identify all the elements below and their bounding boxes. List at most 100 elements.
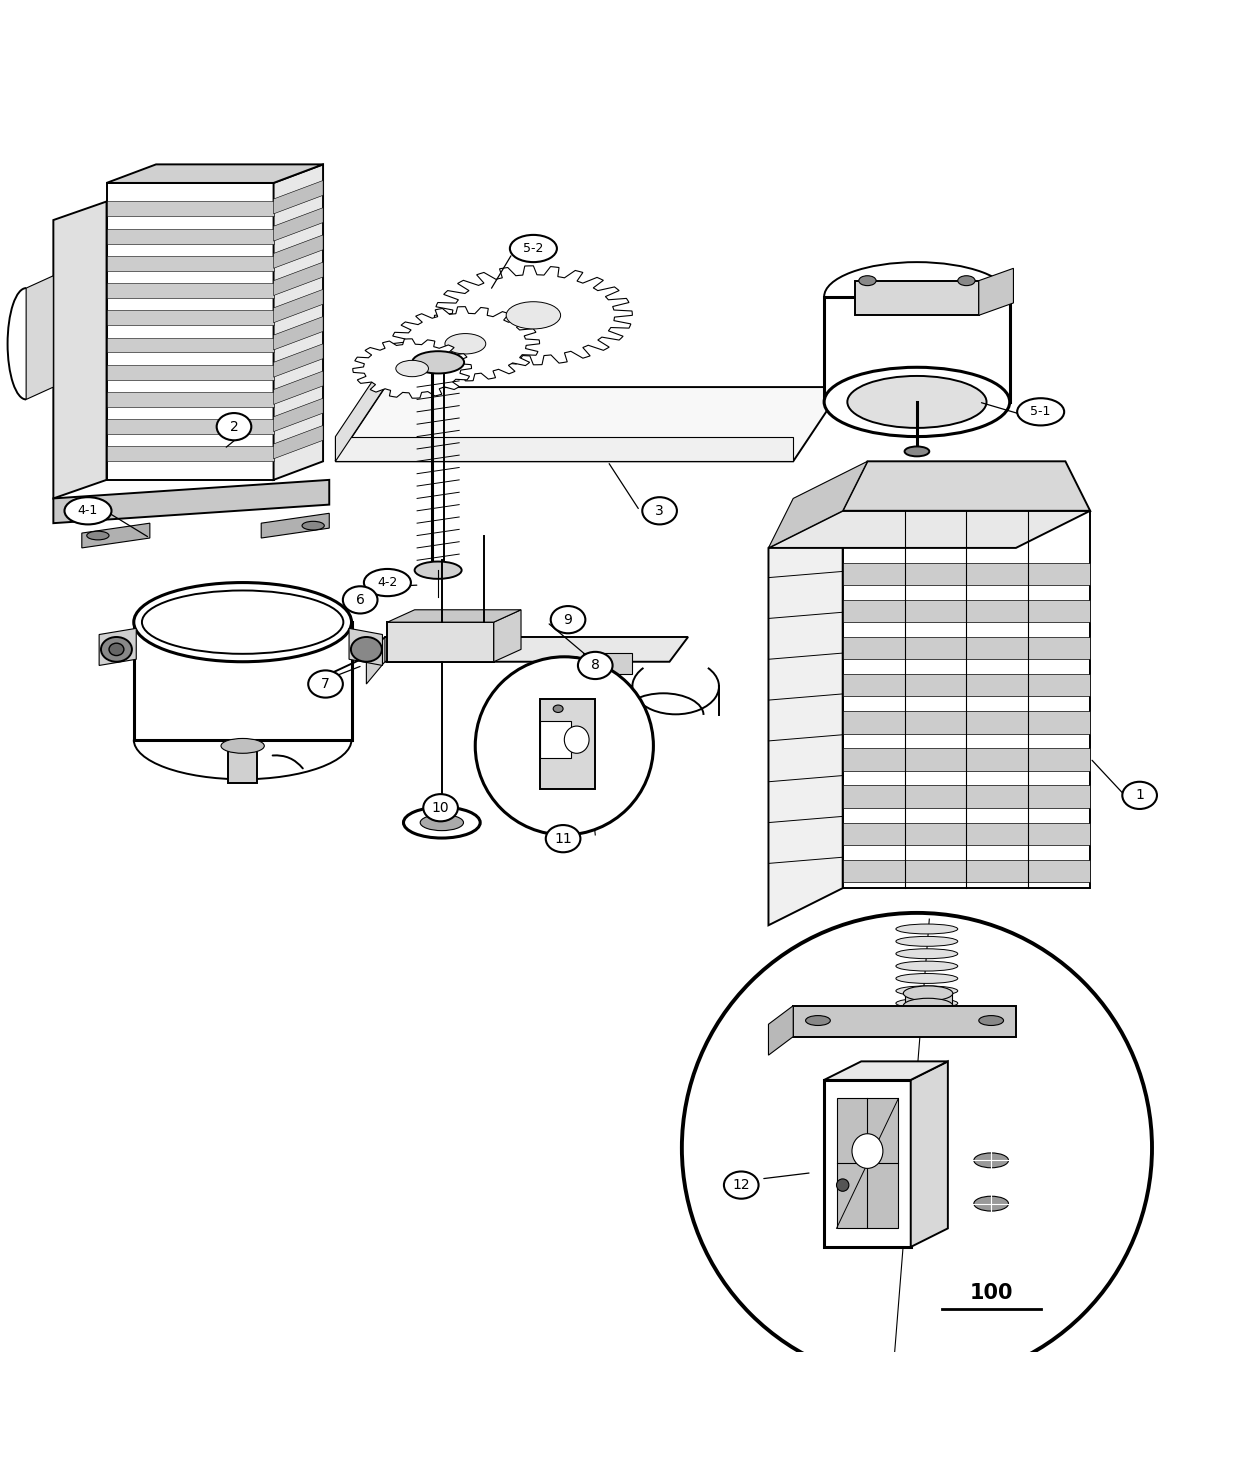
Polygon shape — [274, 235, 324, 268]
Polygon shape — [843, 511, 1090, 888]
Polygon shape — [843, 860, 1090, 882]
Polygon shape — [99, 628, 136, 666]
Text: 1: 1 — [1135, 788, 1145, 802]
Polygon shape — [539, 722, 570, 758]
Polygon shape — [843, 785, 1090, 808]
Polygon shape — [769, 461, 868, 547]
Polygon shape — [274, 263, 324, 295]
Ellipse shape — [897, 924, 957, 934]
Polygon shape — [107, 337, 274, 352]
Ellipse shape — [897, 961, 957, 971]
Ellipse shape — [837, 1179, 849, 1191]
Ellipse shape — [859, 276, 877, 286]
Polygon shape — [107, 283, 274, 298]
Ellipse shape — [351, 637, 382, 662]
Polygon shape — [107, 201, 274, 216]
Polygon shape — [825, 1080, 910, 1247]
Polygon shape — [262, 513, 330, 538]
Text: 5-1: 5-1 — [1030, 405, 1050, 418]
Polygon shape — [904, 993, 951, 1006]
Ellipse shape — [510, 235, 557, 263]
Ellipse shape — [642, 497, 677, 524]
Ellipse shape — [897, 998, 957, 1008]
Ellipse shape — [903, 998, 952, 1014]
Text: 100: 100 — [970, 1282, 1013, 1303]
Ellipse shape — [109, 643, 124, 656]
Polygon shape — [352, 339, 471, 398]
Polygon shape — [107, 420, 274, 434]
Polygon shape — [107, 255, 274, 271]
Polygon shape — [843, 675, 1090, 697]
Polygon shape — [134, 622, 351, 739]
Polygon shape — [26, 276, 53, 399]
Polygon shape — [274, 371, 324, 405]
Polygon shape — [274, 289, 324, 323]
Ellipse shape — [825, 367, 1009, 437]
Polygon shape — [856, 280, 978, 315]
Polygon shape — [107, 311, 274, 326]
Polygon shape — [366, 637, 688, 662]
Polygon shape — [843, 461, 1090, 511]
Ellipse shape — [303, 521, 325, 530]
Text: 6: 6 — [356, 593, 365, 607]
Ellipse shape — [551, 606, 585, 634]
Ellipse shape — [564, 726, 589, 753]
Polygon shape — [107, 392, 274, 406]
Polygon shape — [107, 164, 324, 183]
Polygon shape — [843, 600, 1090, 622]
Polygon shape — [769, 1006, 794, 1055]
Text: 11: 11 — [554, 832, 572, 845]
Ellipse shape — [1017, 398, 1064, 425]
Ellipse shape — [309, 670, 343, 698]
Ellipse shape — [957, 276, 975, 286]
Polygon shape — [843, 711, 1090, 734]
Polygon shape — [387, 622, 494, 662]
Polygon shape — [910, 1061, 947, 1247]
Ellipse shape — [100, 637, 131, 662]
Polygon shape — [843, 563, 1090, 585]
Polygon shape — [53, 201, 107, 499]
Ellipse shape — [217, 414, 252, 440]
Ellipse shape — [904, 446, 929, 456]
Ellipse shape — [546, 824, 580, 852]
Ellipse shape — [1122, 782, 1157, 808]
Ellipse shape — [978, 1015, 1003, 1025]
Polygon shape — [274, 180, 324, 214]
Text: 7: 7 — [321, 676, 330, 691]
Polygon shape — [107, 229, 274, 244]
Polygon shape — [336, 437, 794, 461]
Polygon shape — [769, 511, 843, 926]
Text: 2: 2 — [229, 420, 238, 434]
Polygon shape — [107, 365, 274, 380]
Polygon shape — [348, 628, 382, 666]
Ellipse shape — [414, 562, 461, 579]
Polygon shape — [274, 398, 324, 431]
Ellipse shape — [221, 738, 264, 753]
Ellipse shape — [897, 936, 957, 946]
Ellipse shape — [806, 1015, 831, 1025]
Ellipse shape — [403, 807, 480, 838]
Polygon shape — [53, 480, 330, 524]
Text: 4-2: 4-2 — [377, 577, 398, 590]
Ellipse shape — [973, 1196, 1008, 1212]
Polygon shape — [494, 610, 521, 662]
Ellipse shape — [897, 986, 957, 996]
Ellipse shape — [412, 351, 464, 374]
Polygon shape — [274, 343, 324, 377]
Ellipse shape — [506, 302, 560, 329]
Ellipse shape — [852, 1134, 883, 1168]
Text: 9: 9 — [564, 613, 573, 626]
Ellipse shape — [141, 591, 343, 654]
Text: 8: 8 — [590, 659, 600, 672]
Polygon shape — [825, 1061, 947, 1080]
Ellipse shape — [343, 587, 377, 613]
Polygon shape — [843, 823, 1090, 845]
Circle shape — [682, 912, 1152, 1383]
Polygon shape — [274, 164, 324, 480]
Polygon shape — [274, 317, 324, 351]
Polygon shape — [82, 524, 150, 547]
Polygon shape — [274, 425, 324, 459]
Polygon shape — [843, 637, 1090, 659]
Ellipse shape — [897, 949, 957, 958]
Polygon shape — [825, 296, 1009, 402]
